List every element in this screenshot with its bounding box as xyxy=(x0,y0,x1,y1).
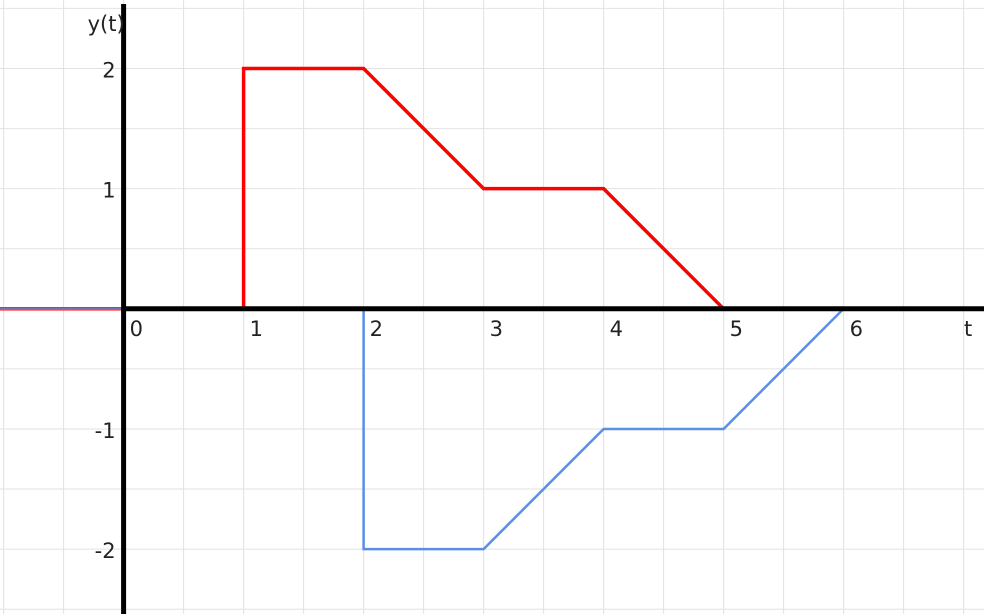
x-tick-label: 4 xyxy=(610,317,623,341)
y-axis-title: y(t) xyxy=(88,12,125,36)
x-tick-label: 6 xyxy=(850,317,863,341)
y-tick-label: -2 xyxy=(95,539,116,563)
x-tick-label: 0 xyxy=(130,317,143,341)
x-tick-label: 5 xyxy=(730,317,743,341)
axes xyxy=(121,4,984,614)
series-layer xyxy=(0,66,964,551)
x-tick-label: 1 xyxy=(250,317,263,341)
x-tick-label: 3 xyxy=(490,317,503,341)
y-tick-label: 1 xyxy=(102,179,115,203)
series-line-1 xyxy=(0,66,844,311)
series-line-2 xyxy=(0,307,964,551)
x-axis-title: t xyxy=(964,317,972,341)
x-tick-label: 2 xyxy=(370,317,383,341)
y-tick-label: -1 xyxy=(95,419,116,443)
y-tick-label: 2 xyxy=(102,58,115,82)
tick-labels: 0 1 2 3 4 5 6 2 1 -1 -2 xyxy=(95,58,863,563)
